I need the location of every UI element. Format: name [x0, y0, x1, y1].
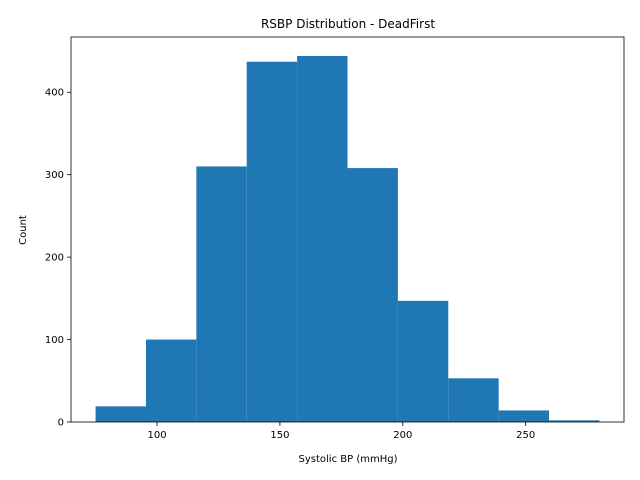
histogram-bar: [498, 410, 550, 422]
histogram-bar: [297, 55, 348, 422]
y-axis-ticks: 0 100 200 300 400: [45, 88, 71, 429]
x-axis-label: Systolic BP (mmHg): [299, 454, 398, 465]
x-tick-label: 100: [147, 430, 166, 441]
y-tick-label: 400: [45, 88, 64, 99]
histogram-bar: [448, 378, 499, 422]
histogram-bar: [347, 168, 398, 422]
plot-frame: [70, 36, 625, 423]
y-axis-label: Count: [18, 215, 29, 245]
chart-title: RSBP Distribution - DeadFirst: [261, 17, 435, 31]
histogram-bar: [549, 420, 600, 422]
histogram-bar: [397, 300, 449, 422]
y-tick-label: 200: [45, 253, 64, 264]
x-tick-label: 200: [393, 430, 412, 441]
y-tick-label: 100: [45, 335, 64, 346]
y-tick-label: 300: [45, 170, 64, 181]
histogram-bar: [95, 406, 146, 422]
x-tick-label: 150: [270, 430, 289, 441]
histogram-bar: [145, 339, 197, 422]
x-tick-label: 250: [516, 430, 535, 441]
y-tick-label: 0: [58, 418, 64, 429]
histogram-bar: [196, 166, 247, 422]
x-axis-ticks: 100 150 200 250: [147, 422, 535, 441]
bars-group: [95, 55, 600, 423]
histogram-bar: [246, 61, 298, 423]
